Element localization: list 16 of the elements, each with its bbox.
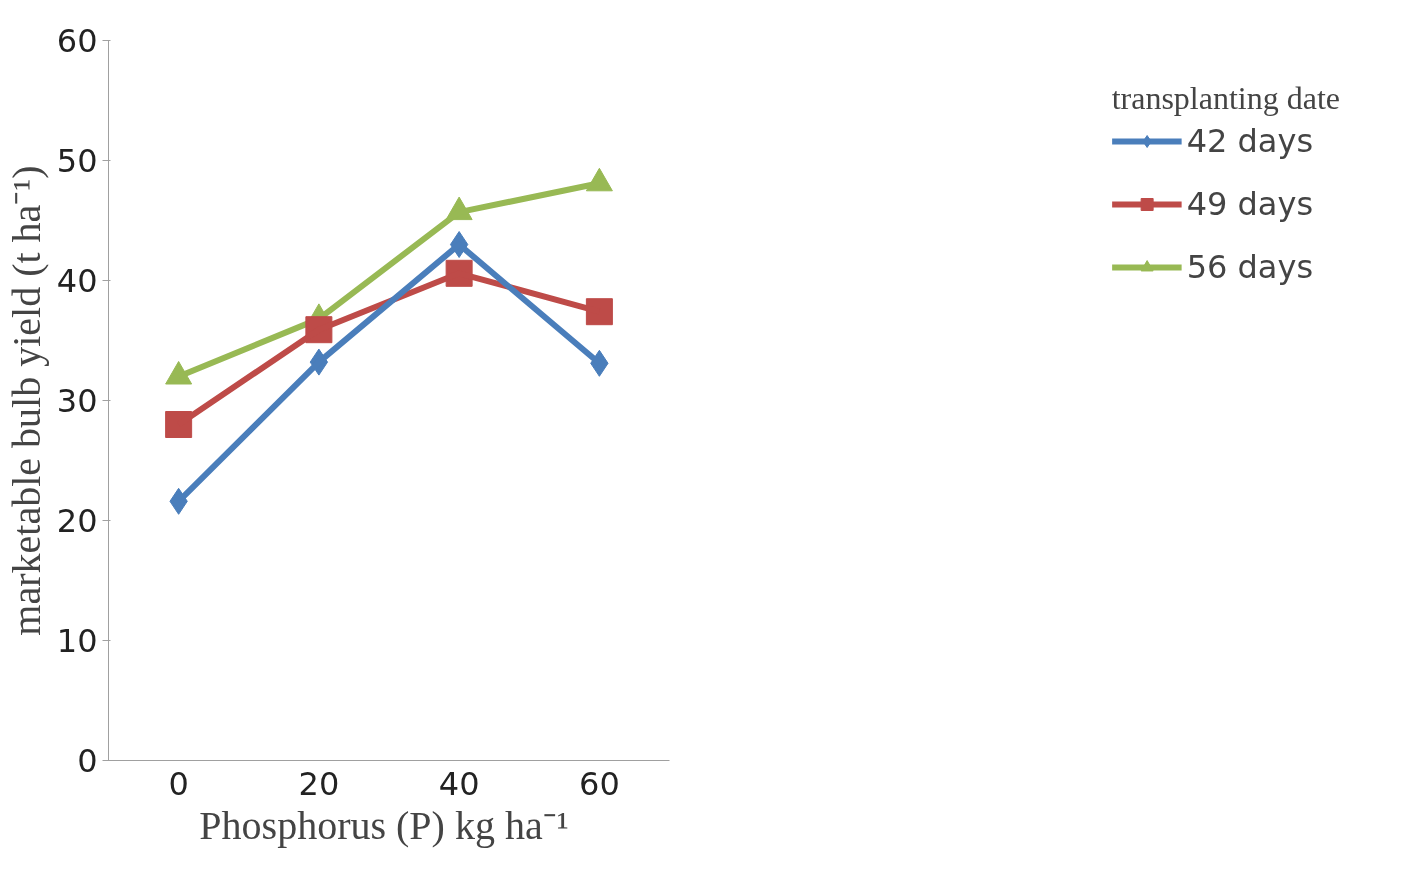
legend-label: 42 days [1186, 122, 1314, 160]
x-tick-label: 40 [438, 764, 480, 803]
legend-title: transplanting date [1111, 80, 1340, 117]
x-axis-title: Phosphorus (P) kg ha⁻¹ [199, 802, 569, 848]
y-axis-title: marketable bulb yield (t ha⁻¹) [3, 165, 49, 636]
x-tick-label: 60 [579, 764, 620, 803]
x-tick-label: 20 [298, 764, 340, 803]
y-tick-label: 30 [56, 382, 98, 420]
legend-label: 56 days [1186, 248, 1314, 286]
legend-label: 49 days [1186, 185, 1314, 223]
y-tick-label: 60 [56, 22, 98, 60]
y-tick-label: 10 [56, 622, 98, 660]
y-tick-label: 20 [56, 502, 98, 540]
y-tick-label: 40 [56, 262, 98, 300]
y-tick-label: 50 [56, 142, 98, 180]
x-tick-label: 0 [168, 764, 189, 803]
